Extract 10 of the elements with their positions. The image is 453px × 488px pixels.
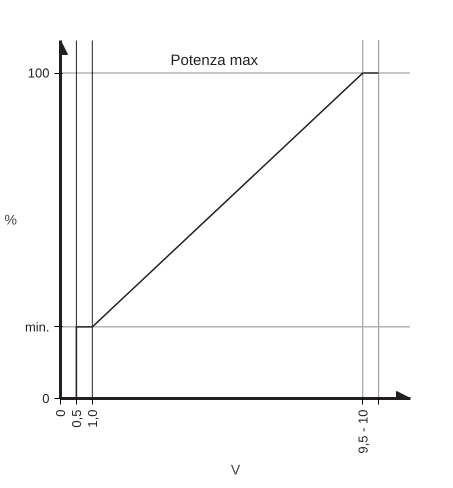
y-tick-label: 0	[42, 391, 50, 406]
x-tick-label: 0	[53, 409, 68, 417]
y-tick-label: 100	[28, 66, 50, 81]
y-tick-label: min.	[24, 319, 50, 334]
x-tick-label: 0,5	[68, 409, 84, 428]
x-tick-label: 9,5 - 10	[355, 409, 370, 454]
x-axis-title: V	[230, 462, 241, 478]
y-axis-title: %	[4, 212, 17, 228]
x-tick-label: 1,0	[84, 409, 100, 428]
ref-line-label: Potenza max	[170, 52, 259, 70]
